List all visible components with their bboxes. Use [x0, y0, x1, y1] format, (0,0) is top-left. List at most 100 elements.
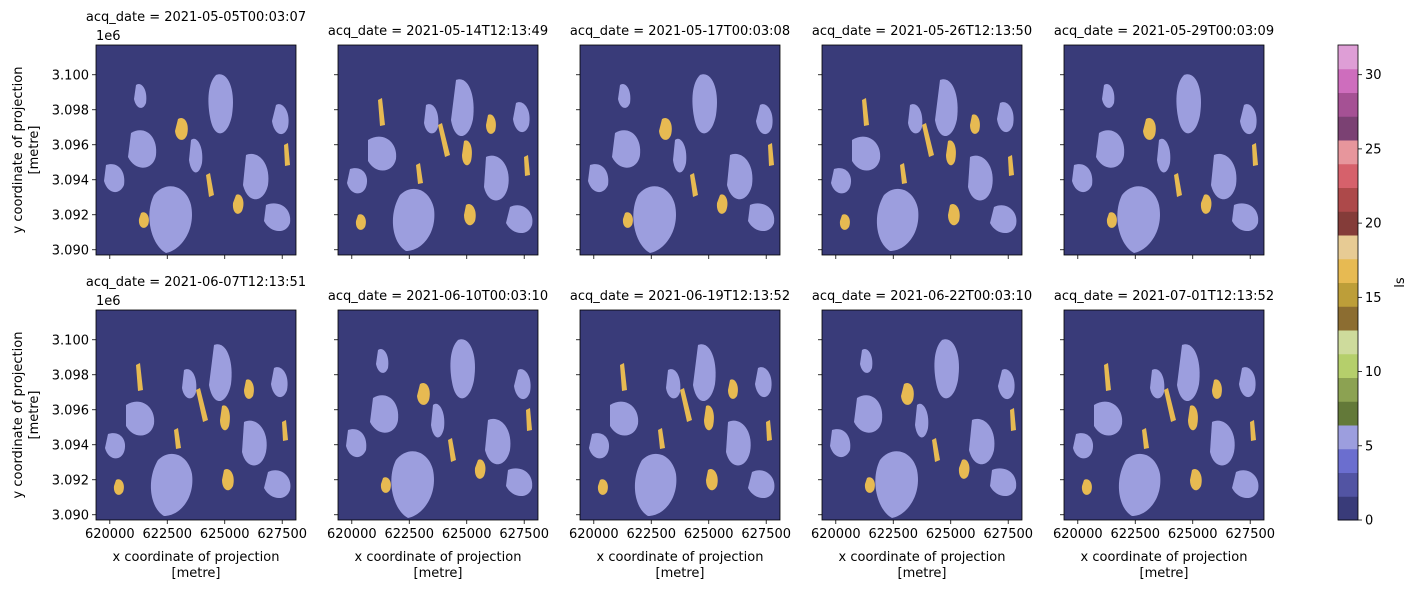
x-tick-label: 627500	[257, 527, 307, 542]
colorbar-swatch	[1338, 68, 1358, 93]
raster-image	[338, 310, 538, 520]
colorbar-swatch	[1338, 187, 1358, 212]
y-axis-label-unit: [metre]	[27, 391, 42, 440]
panel-title: acq_date = 2021-06-22T00:03:10	[812, 289, 1032, 304]
x-axis-label: x coordinate of projection	[597, 550, 764, 565]
x-axis-label: x coordinate of projection	[355, 550, 522, 565]
colorbar-tick-label: 15	[1365, 291, 1382, 306]
raster-image	[822, 45, 1022, 255]
y-tick-label: 3.096	[52, 403, 89, 418]
x-tick-label: 620000	[85, 527, 135, 542]
panel-frame	[95, 309, 297, 521]
x-tick-label: 622500	[868, 527, 918, 542]
x-tick-label: 627500	[499, 527, 549, 542]
colorbar-tick-label: 10	[1365, 365, 1382, 380]
panel-frame	[337, 309, 539, 521]
y-tick-label: 3.092	[52, 473, 89, 488]
x-tick-label: 622500	[1110, 527, 1160, 542]
y-tick-label: 3.100	[52, 333, 89, 348]
panel-title: acq_date = 2021-05-05T00:03:07	[86, 10, 306, 25]
colorbar-swatch	[1338, 330, 1358, 355]
y-tick-label: 3.094	[52, 173, 89, 188]
panel-frame	[821, 309, 1023, 521]
panel-title: acq_date = 2021-06-10T00:03:10	[328, 289, 548, 304]
colorbar-swatch	[1338, 116, 1358, 141]
facet-panel: acq_date = 2021-05-26T12:13:50	[812, 24, 1032, 259]
colorbar-tick-label: 25	[1365, 142, 1382, 157]
y-tick-label: 3.096	[52, 138, 89, 153]
y-tick-label: 3.092	[52, 208, 89, 223]
colorbar-swatch	[1338, 377, 1358, 402]
raster-image	[1064, 45, 1264, 255]
panel-frame	[337, 44, 539, 256]
x-axis-label-unit: [metre]	[172, 566, 221, 581]
colorbar-label-text: ls	[1393, 277, 1408, 288]
colorbar-label: ls	[1393, 277, 1408, 288]
colorbar-tick-label: 5	[1365, 439, 1373, 454]
raster-image	[1064, 310, 1264, 520]
panel-frame	[821, 44, 1023, 256]
x-tick-label: 627500	[983, 527, 1033, 542]
y-tick-label: 3.094	[52, 438, 89, 453]
colorbar-swatch	[1338, 92, 1358, 117]
x-tick-label: 625000	[684, 527, 734, 542]
panel-frame	[579, 309, 781, 521]
facet-panel: acq_date = 2021-06-07T12:13:51 620000 6225…	[52, 275, 307, 542]
panel-title: acq_date = 2021-05-26T12:13:50	[812, 24, 1032, 39]
raster-image	[338, 45, 538, 255]
y-offset-label: 1e6	[96, 294, 121, 309]
x-tick-label: 625000	[200, 527, 250, 542]
x-axis-label: x coordinate of projection	[839, 550, 1006, 565]
facet-panel: acq_date = 2021-06-22T00:03:10 620000 6225…	[811, 289, 1033, 542]
panel-title: acq_date = 2021-05-29T00:03:09	[1054, 24, 1274, 39]
panel-frame	[1063, 309, 1265, 521]
y-offset-label: 1e6	[96, 29, 121, 44]
facet-panel: acq_date = 2021-06-19T12:13:52 620000 6225…	[569, 289, 791, 542]
x-axis-label: x coordinate of projection	[113, 550, 280, 565]
raster-image	[96, 310, 296, 520]
colorbar-swatch	[1338, 45, 1358, 70]
colorbar-swatch	[1338, 306, 1358, 331]
colorbar-tick-label: 0	[1365, 514, 1373, 529]
y-axis-label-text: y coordinate of projection	[11, 332, 26, 499]
raster-image	[822, 310, 1022, 520]
colorbar-swatch	[1338, 211, 1358, 236]
colorbar-swatch	[1338, 353, 1358, 378]
colorbar-swatch	[1338, 425, 1358, 450]
colorbar-tick-label: 30	[1365, 68, 1382, 83]
raster-image	[96, 45, 296, 255]
x-tick-label: 627500	[741, 527, 791, 542]
panel-title: acq_date = 2021-06-07T12:13:51	[86, 275, 306, 290]
panel-title: acq_date = 2021-07-01T12:13:52	[1054, 289, 1274, 304]
facet-panel: acq_date = 2021-05-05T00:03:07 3.090 3.092…	[52, 10, 306, 259]
panel-title: acq_date = 2021-06-19T12:13:52	[570, 289, 790, 304]
colorbar-tick-label: 20	[1365, 217, 1382, 232]
x-tick-label: 625000	[926, 527, 976, 542]
colorbar-swatch	[1338, 163, 1358, 188]
y-tick-label: 3.100	[52, 68, 89, 83]
panel-frame	[579, 44, 781, 256]
panel-title: acq_date = 2021-05-17T00:03:08	[570, 24, 790, 39]
x-axis-label: x coordinate of projection	[1081, 550, 1248, 565]
colorbar-swatch	[1338, 140, 1358, 165]
colorbar-swatch	[1338, 448, 1358, 473]
y-axis-label-unit: [metre]	[27, 126, 42, 175]
colorbar-swatch	[1338, 282, 1358, 307]
facet-panel: acq_date = 2021-05-14T12:13:49	[328, 24, 548, 259]
x-tick-label: 620000	[327, 527, 377, 542]
x-tick-label: 620000	[1053, 527, 1103, 542]
facet-panel: acq_date = 2021-05-17T00:03:08	[570, 24, 790, 259]
raster-image	[580, 310, 780, 520]
colorbar-frame	[1337, 44, 1359, 521]
x-tick-label: 622500	[626, 527, 676, 542]
colorbar-swatch	[1338, 496, 1358, 521]
x-axis-label-unit: [metre]	[656, 566, 705, 581]
y-axis-label-text: y coordinate of projection	[11, 67, 26, 234]
x-axis-label-unit: [metre]	[1140, 566, 1189, 581]
y-axis-label: y coordinate of projection [metre]	[11, 67, 42, 234]
facet-panel: acq_date = 2021-06-10T00:03:10 620000 6225…	[327, 289, 549, 542]
panel-title: acq_date = 2021-05-14T12:13:49	[328, 24, 548, 39]
colorbar-swatch	[1338, 401, 1358, 426]
x-tick-label: 627500	[1225, 527, 1275, 542]
